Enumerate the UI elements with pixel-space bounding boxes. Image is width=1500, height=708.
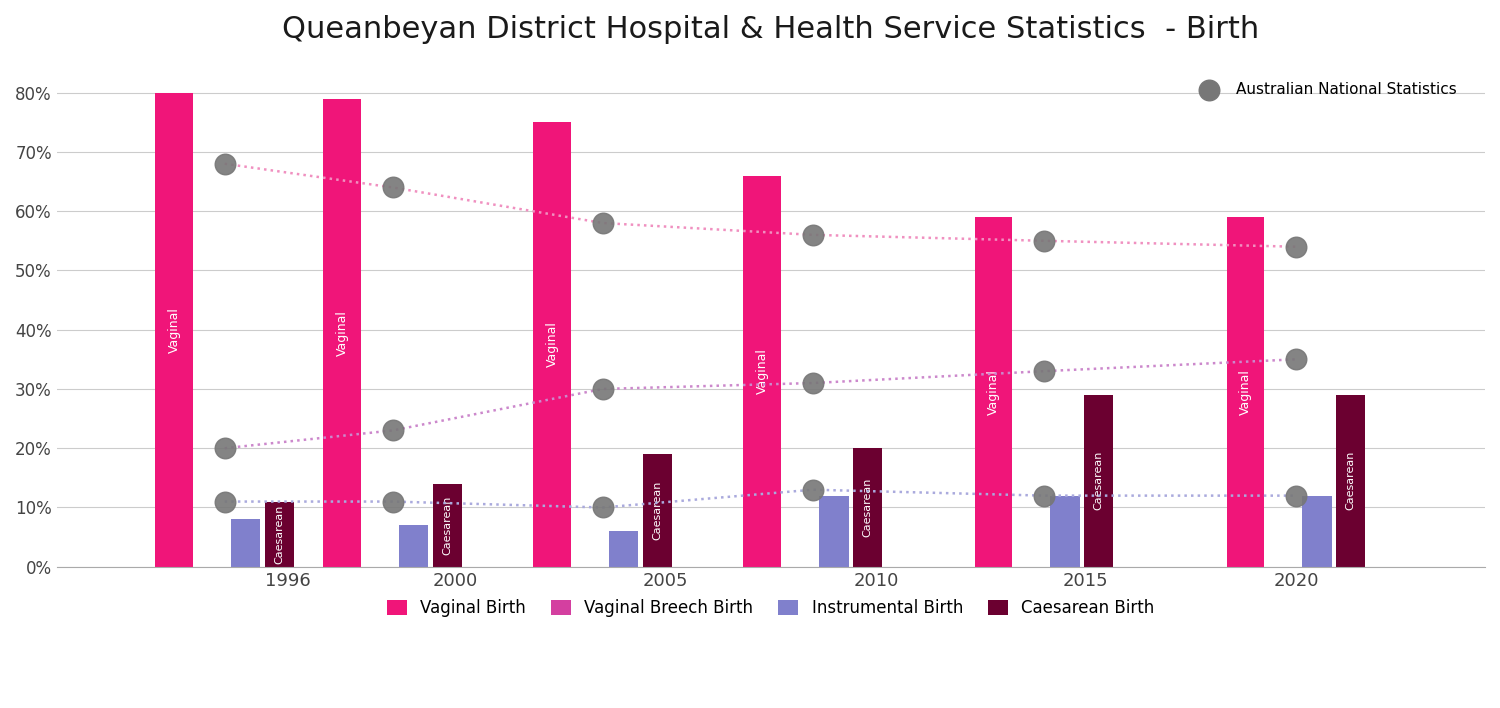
Text: Vaginal: Vaginal bbox=[546, 321, 560, 367]
Bar bbox=[609, 531, 639, 566]
Text: Caesarean: Caesarean bbox=[652, 481, 663, 540]
Bar bbox=[156, 93, 194, 566]
Bar bbox=[642, 454, 672, 566]
Point bbox=[381, 182, 405, 193]
Bar bbox=[399, 525, 429, 566]
Point bbox=[1032, 490, 1056, 501]
Point bbox=[801, 484, 825, 496]
Point bbox=[801, 377, 825, 389]
Text: Caesarean: Caesarean bbox=[442, 496, 453, 555]
Point bbox=[801, 229, 825, 241]
Point bbox=[213, 496, 237, 507]
Bar bbox=[534, 122, 572, 566]
Point bbox=[591, 383, 615, 394]
Bar bbox=[1084, 395, 1113, 566]
Point bbox=[1032, 235, 1056, 246]
Bar bbox=[231, 520, 261, 566]
Bar bbox=[432, 484, 462, 566]
Text: Caesarean: Caesarean bbox=[1346, 451, 1356, 510]
Bar bbox=[324, 98, 362, 566]
Bar bbox=[264, 501, 294, 566]
Bar bbox=[1302, 496, 1332, 566]
Bar bbox=[744, 176, 782, 566]
Point bbox=[591, 217, 615, 229]
Legend: Vaginal Birth, Vaginal Breech Birth, Instrumental Birth, Caesarean Birth: Vaginal Birth, Vaginal Breech Birth, Ins… bbox=[381, 593, 1161, 624]
Text: Vaginal: Vaginal bbox=[756, 348, 770, 394]
Text: Vaginal: Vaginal bbox=[1239, 369, 1252, 415]
Bar bbox=[819, 496, 849, 566]
Point bbox=[381, 496, 405, 507]
Bar bbox=[975, 217, 1012, 566]
Point bbox=[213, 158, 237, 169]
Bar bbox=[1336, 395, 1365, 566]
Text: Vaginal: Vaginal bbox=[987, 369, 1000, 415]
Point bbox=[1284, 241, 1308, 252]
Title: Queanbeyan District Hospital & Health Service Statistics  - Birth: Queanbeyan District Hospital & Health Se… bbox=[282, 15, 1260, 44]
Point bbox=[1284, 490, 1308, 501]
Text: Vaginal: Vaginal bbox=[168, 307, 180, 353]
Bar bbox=[852, 448, 882, 566]
Bar bbox=[1050, 496, 1080, 566]
Point bbox=[591, 502, 615, 513]
Point bbox=[1032, 365, 1056, 377]
Bar bbox=[1227, 217, 1264, 566]
Text: Caesarean: Caesarean bbox=[274, 505, 285, 564]
Text: Vaginal: Vaginal bbox=[336, 309, 350, 355]
Point bbox=[1284, 354, 1308, 365]
Point bbox=[381, 425, 405, 436]
Text: Caesarean: Caesarean bbox=[1094, 451, 1104, 510]
Text: Caesarean: Caesarean bbox=[862, 478, 873, 537]
Point bbox=[213, 442, 237, 454]
